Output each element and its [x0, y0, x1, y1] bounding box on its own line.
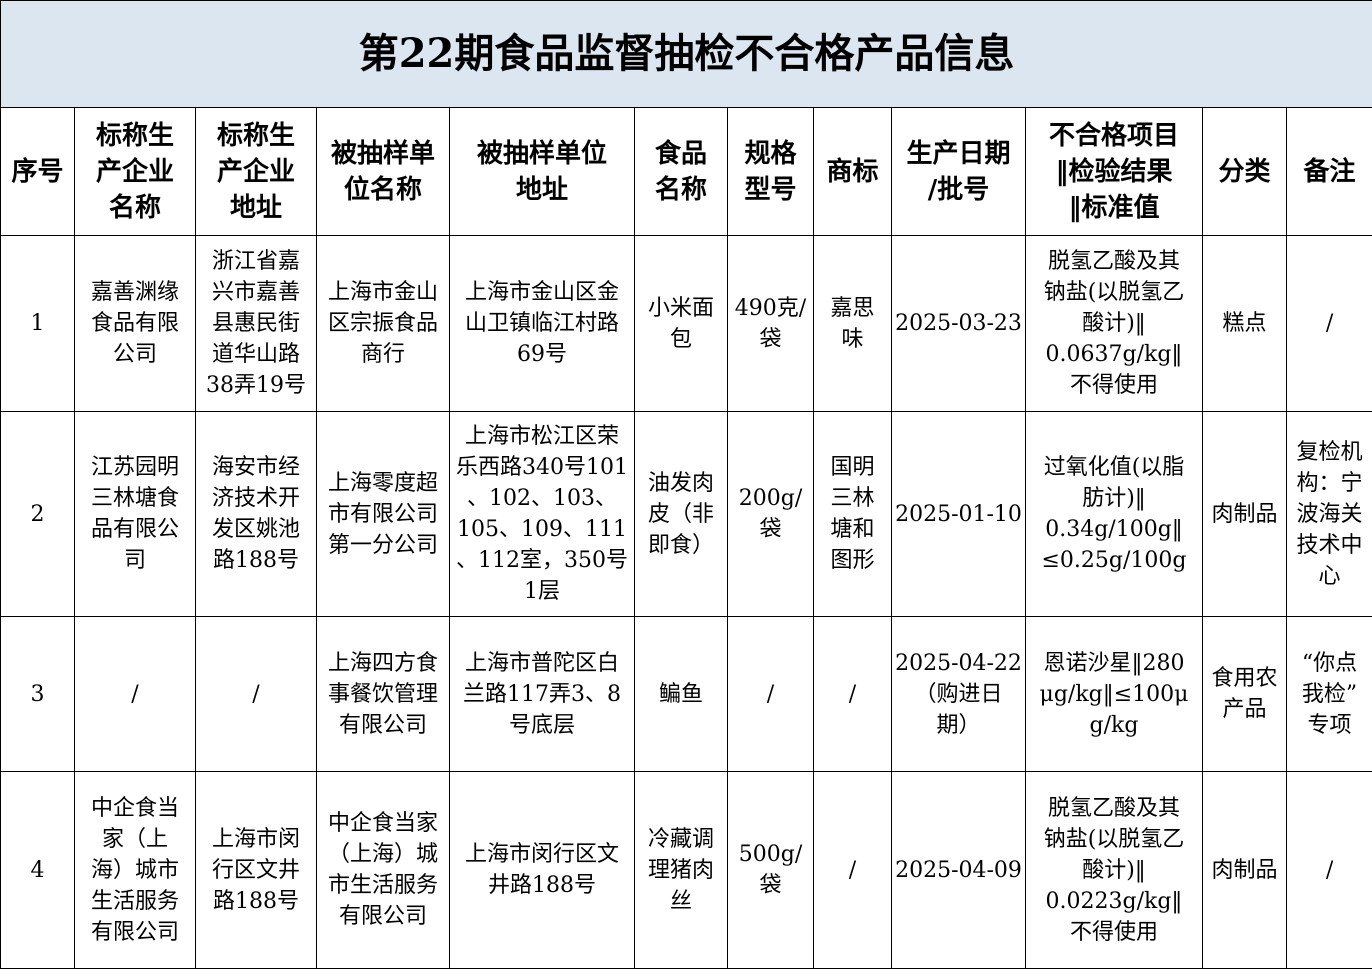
cell-brand: / [813, 616, 892, 772]
cell-production-date: 2025-04-09 [891, 771, 1026, 969]
cell-failed-item: 脱氢乙酸及其 钠盐(以脱氢乙 酸计)‖ 0.0637g/kg‖ 不得使用 [1025, 235, 1203, 412]
cell-sampled-unit-name: 中企食当家 （上海）城 市生活服务 有限公司 [316, 771, 450, 969]
header-row: 序号 标称生 产企业 名称 标称生 产企业 地址 被抽样单 位名称 被抽样单位 地址 食品… [0, 107, 1372, 236]
cell-spec: 490克/ 袋 [727, 235, 814, 412]
cell-producer-address: 上海市闵 行区文井 路188号 [195, 771, 317, 969]
cell-category: 糕点 [1202, 235, 1287, 412]
header-producer-address: 标称生 产企业 地址 [195, 107, 317, 236]
cell-producer-address: 海安市经 济技术开 发区姚池 路188号 [195, 411, 317, 617]
cell-category: 肉制品 [1202, 771, 1287, 969]
cell-seq: 2 [0, 411, 75, 617]
cell-producer-name: 江苏园明 三林塘食 品有限公 司 [74, 411, 196, 617]
table-row: 1 嘉善渊缘 食品有限 公司 浙江省嘉 兴市嘉善 县惠民街 道华山路 38弄19号上… [0, 235, 1372, 412]
cell-producer-name: 嘉善渊缘 食品有限 公司 [74, 235, 196, 412]
cell-remarks: / [1285, 235, 1372, 412]
cell-sampled-unit-name: 上海市金山 区宗振食品 商行 [316, 235, 450, 412]
header-spec: 规格 型号 [727, 107, 814, 236]
cell-brand: 嘉思 味 [813, 235, 892, 412]
cell-food-name: 小米面 包 [634, 235, 728, 412]
cell-sampled-unit-address: 上海市闵行区文 井路188号 [449, 771, 635, 969]
cell-failed-item: 过氧化值(以脂 肪计)‖ 0.34g/100g‖ ≤0.25g/100g [1025, 411, 1203, 617]
cell-category: 肉制品 [1202, 411, 1287, 617]
cell-producer-name: / [74, 616, 196, 772]
cell-remarks: 复检机 构：宁 波海关 技术中 心 [1285, 411, 1372, 617]
cell-sampled-unit-address: 上海市松江区荣 乐西路340号101 、102、103、 105、109、111… [449, 411, 635, 617]
cell-seq: 3 [0, 616, 75, 772]
cell-seq: 4 [0, 771, 75, 969]
header-brand: 商标 [813, 107, 892, 236]
cell-sampled-unit-name: 上海四方食 事餐饮管理 有限公司 [316, 616, 450, 772]
header-food-name: 食品 名称 [634, 107, 728, 236]
header-sampled-unit-name: 被抽样单 位名称 [316, 107, 450, 236]
cell-producer-address: 浙江省嘉 兴市嘉善 县惠民街 道华山路 38弄19号 [195, 235, 317, 412]
table-row: 3// 上海四方食 事餐饮管理 有限公司 上海市普陀区白 兰路117弄3、8 号底层… [0, 616, 1372, 772]
cell-sampled-unit-name: 上海零度超 市有限公司 第一分公司 [316, 411, 450, 617]
cell-production-date: 2025-01-10 [891, 411, 1026, 617]
cell-brand: / [813, 771, 892, 969]
header-failed-item: 不合格项目 ‖检验结果 ‖标准值 [1025, 107, 1203, 236]
header-category: 分类 [1202, 107, 1287, 236]
table-row: 4 中企食当 家（上 海）城市 生活服务 有限公司 上海市闵 行区文井 路188号中… [0, 771, 1372, 969]
cell-remarks: “你点 我检” 专项 [1285, 616, 1372, 772]
cell-production-date: 2025-04-22 （购进日 期） [891, 616, 1026, 772]
cell-food-name: 冷藏调 理猪肉 丝 [634, 771, 728, 969]
cell-brand: 国明 三林 塘和 图形 [813, 411, 892, 617]
cell-spec: 200g/ 袋 [727, 411, 814, 617]
cell-failed-item: 脱氢乙酸及其 钠盐(以脱氢乙 酸计)‖ 0.0223g/kg‖ 不得使用 [1025, 771, 1203, 969]
cell-sampled-unit-address: 上海市金山区金 山卫镇临江村路 69号 [449, 235, 635, 412]
header-sampled-unit-address: 被抽样单位 地址 [449, 107, 635, 236]
cell-category: 食用农 产品 [1202, 616, 1287, 772]
header-production-date: 生产日期 /批号 [891, 107, 1026, 236]
header-remarks: 备注 [1285, 107, 1372, 236]
cell-spec: / [727, 616, 814, 772]
cell-producer-name: 中企食当 家（上 海）城市 生活服务 有限公司 [74, 771, 196, 969]
header-seq: 序号 [0, 107, 75, 236]
cell-production-date: 2025-03-23 [891, 235, 1026, 412]
cell-seq: 1 [0, 235, 75, 412]
cell-failed-item: 恩诺沙星‖280 μg/kg‖≤100μ g/kg [1025, 616, 1203, 772]
header-producer-name: 标称生 产企业 名称 [74, 107, 196, 236]
cell-remarks: / [1285, 771, 1372, 969]
cell-food-name: 油发肉 皮（非 即食） [634, 411, 728, 617]
cell-food-name: 鳊鱼 [634, 616, 728, 772]
cell-sampled-unit-address: 上海市普陀区白 兰路117弄3、8 号底层 [449, 616, 635, 772]
cell-spec: 500g/ 袋 [727, 771, 814, 969]
cell-producer-address: / [195, 616, 317, 772]
table-row: 2 江苏园明 三林塘食 品有限公 司海安市经 济技术开 发区姚池 路188号 上海零… [0, 411, 1372, 617]
page-title: 第22期食品监督抽检不合格产品信息 [0, 0, 1372, 108]
